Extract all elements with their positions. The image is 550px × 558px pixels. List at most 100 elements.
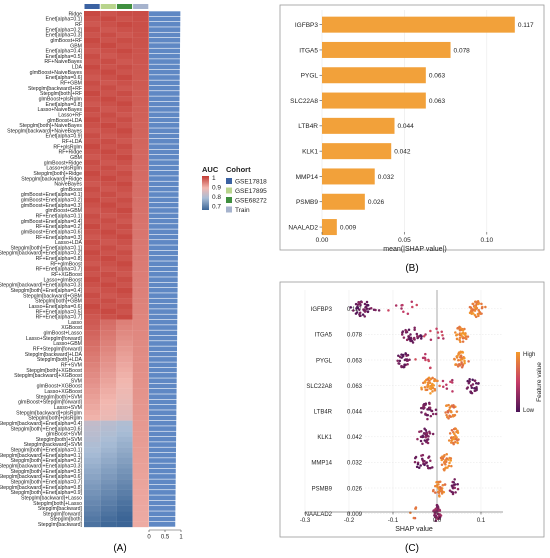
- auc-cell-train: [132, 335, 149, 341]
- c-shap-point: [448, 432, 452, 435]
- auc-cell-train: [132, 367, 149, 373]
- c-shap-point: [452, 406, 456, 409]
- auc-cell: [84, 170, 101, 177]
- mean-auc-bar: [149, 484, 176, 490]
- c-shap-point: [363, 315, 366, 318]
- c-shap-point: [426, 464, 429, 468]
- c-shap-point: [433, 389, 437, 392]
- c-shap-point: [464, 334, 467, 337]
- mean-auc-bar: [149, 309, 178, 314]
- row-label: LDA: [72, 65, 83, 71]
- mean-auc-bar: [149, 165, 179, 171]
- auc-cell: [84, 489, 101, 496]
- mean-auc-bar: [149, 144, 180, 150]
- mean-auc-bar: [149, 495, 176, 501]
- auc-cell-train: [132, 175, 149, 182]
- b-value-label: 0.063: [429, 98, 446, 105]
- auc-cell: [84, 308, 101, 315]
- row-label: Enet[alpha=0.3]: [46, 33, 83, 39]
- auc-cell: [116, 74, 133, 81]
- c-shap-point: [412, 516, 416, 520]
- auc-cell: [100, 505, 117, 512]
- auc-cell-train: [132, 473, 149, 480]
- c-shap-point: [423, 386, 427, 389]
- mean-auc-bar: [149, 107, 180, 112]
- c-shap-point: [474, 389, 478, 392]
- auc-cell: [100, 425, 117, 432]
- c-colorbar-title: Feature value: [536, 362, 543, 402]
- cohort-legend-swatch: [226, 187, 232, 194]
- auc-cell: [100, 16, 117, 22]
- auc-cell: [84, 463, 101, 469]
- row-label: Lasso+RF: [58, 112, 82, 118]
- auc-cell-train: [132, 202, 149, 208]
- c-shap-point: [426, 466, 430, 470]
- c-shap-point: [456, 365, 460, 368]
- c-shap-point: [428, 379, 431, 382]
- c-shap-point: [358, 313, 361, 316]
- auc-cell: [116, 143, 133, 150]
- c-shap-point: [484, 305, 487, 309]
- auc-cell-train: [132, 500, 149, 506]
- c-shap-point: [460, 361, 463, 364]
- auc-cell: [116, 489, 133, 496]
- mean-auc-bar: [149, 256, 178, 261]
- auc-cell: [116, 42, 133, 49]
- mean-auc-bar: [149, 197, 179, 203]
- c-shap-point: [450, 428, 454, 432]
- c-shap-point: [434, 412, 438, 416]
- auc-cell-train: [132, 521, 149, 528]
- auc-cell-train: [132, 80, 149, 86]
- auc-cell: [100, 239, 117, 246]
- auc-cell: [84, 261, 101, 267]
- auc-cell: [116, 64, 133, 70]
- auc-cell: [84, 69, 101, 75]
- c-shap-point: [450, 439, 453, 442]
- auc-cell: [100, 245, 117, 251]
- mean-auc-bar: [149, 436, 177, 442]
- mean-auc-bar: [149, 181, 179, 187]
- auc-cell-train: [132, 181, 149, 187]
- auc-cell-train: [132, 489, 149, 496]
- auc-cell-train: [132, 11, 149, 17]
- mean-auc-bar: [149, 458, 176, 463]
- panel-c-label: (C): [405, 543, 419, 554]
- auc-cell-train: [132, 223, 149, 230]
- auc-cell: [84, 112, 101, 118]
- row-label: Enet[alpha=0.4]: [46, 49, 83, 55]
- row-label: glmBoost+LDA: [47, 118, 82, 124]
- c-shap-point: [454, 491, 457, 494]
- c-shap-point: [400, 333, 404, 336]
- auc-cell-train: [132, 287, 149, 294]
- auc-cell: [116, 388, 133, 395]
- auc-cell-train: [132, 468, 149, 474]
- c-shap-point: [476, 312, 480, 316]
- auc-cell: [84, 409, 101, 416]
- auc-cell: [84, 48, 101, 54]
- auc-cell: [100, 122, 117, 129]
- c-xtick-label: 0.0: [433, 518, 442, 524]
- c-shap-point: [453, 357, 456, 361]
- mean-auc-bar: [149, 192, 179, 197]
- auc-cell: [116, 479, 133, 485]
- mean-auc-bar: [149, 330, 178, 336]
- auc-cell: [84, 298, 101, 304]
- c-shap-point: [474, 381, 478, 385]
- auc-cell-train: [132, 90, 149, 97]
- c-shap-point: [454, 438, 458, 441]
- c-shap-point: [471, 378, 474, 382]
- auc-cell: [116, 181, 133, 187]
- c-shap-point: [466, 335, 470, 338]
- c-shap-point: [445, 387, 449, 390]
- auc-cell: [116, 308, 133, 315]
- c-shap-point: [445, 383, 448, 386]
- c-shap-point: [463, 336, 467, 340]
- auc-cell-train: [132, 394, 149, 400]
- c-shap-point: [407, 335, 411, 338]
- c-shap-point: [451, 378, 454, 382]
- c-shap-point: [461, 340, 465, 343]
- c-shap-point: [429, 459, 432, 462]
- auc-cell: [84, 128, 101, 134]
- auc-cell: [116, 149, 133, 155]
